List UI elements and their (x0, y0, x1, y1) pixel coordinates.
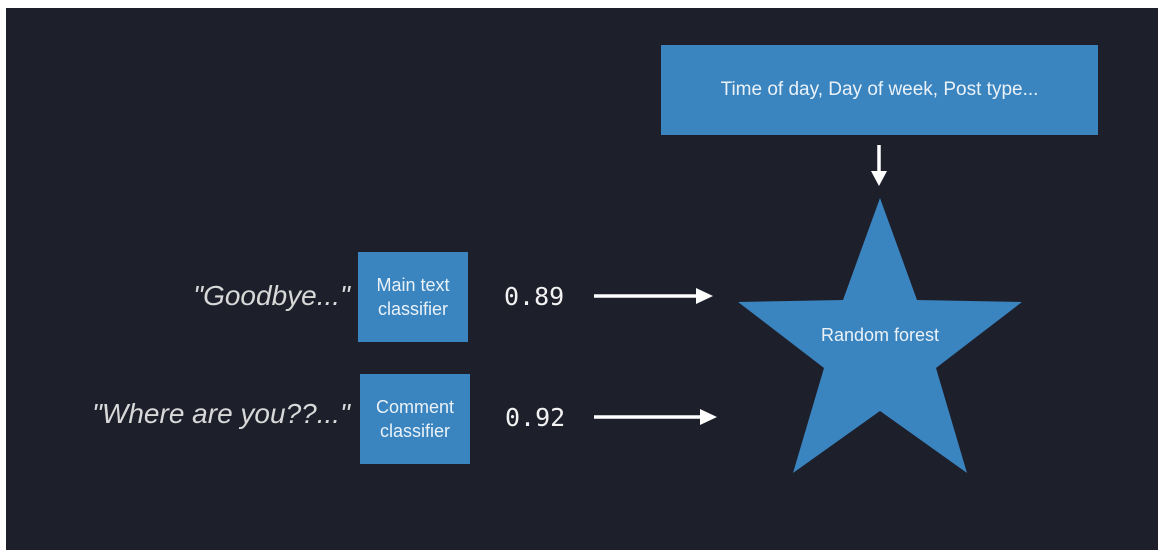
score-arrow-2 (594, 409, 717, 425)
diagram-canvas: Time of day, Day of week, Post type... "… (6, 8, 1158, 550)
features-box: Time of day, Day of week, Post type... (661, 45, 1098, 135)
main-text-classifier-box: Main text classifier (358, 252, 468, 342)
input-quote-where-are-you: "Where are you??..." (91, 398, 350, 429)
features-arrow (871, 145, 887, 186)
comment-score: 0.92 (505, 403, 566, 432)
diagram-graphics (594, 145, 1022, 473)
comment-classifier-box: Comment classifier (360, 374, 470, 464)
features-label: Time of day, Day of week, Post type... (720, 79, 1039, 100)
random-forest-star (738, 198, 1022, 473)
score-arrow-1 (594, 288, 713, 304)
random-forest-label: Random forest (820, 325, 940, 345)
main-text-score: 0.89 (504, 282, 565, 311)
input-quote-goodbye: "Goodbye..." (193, 280, 350, 311)
